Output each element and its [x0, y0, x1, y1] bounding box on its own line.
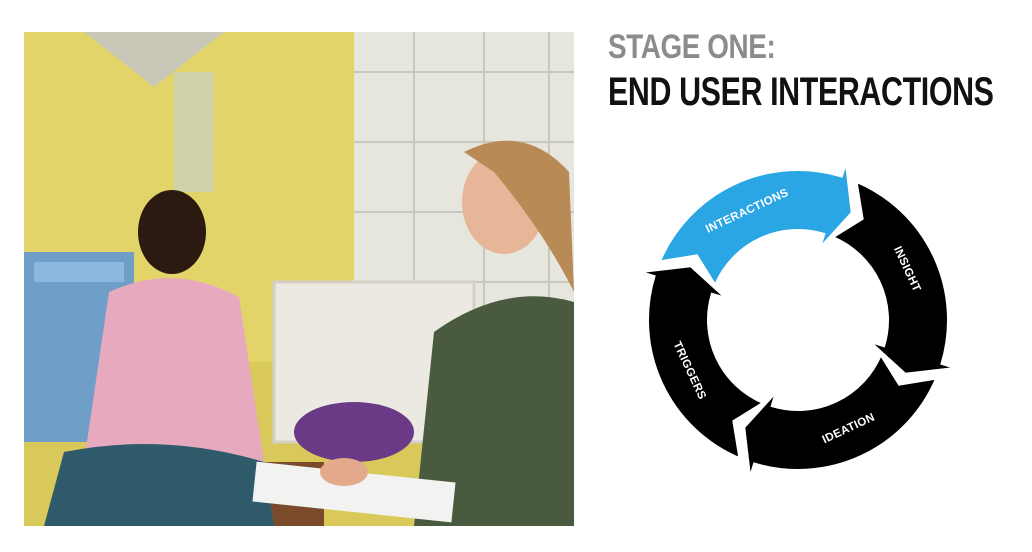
cycle-segment-ideation — [743, 352, 938, 478]
photo-interview — [24, 32, 574, 526]
cycle-segment-insight — [830, 180, 956, 375]
cycle-segment-triggers — [640, 265, 766, 460]
stage-title: END USER INTERACTIONS — [608, 70, 994, 114]
heading: STAGE ONE: END USER INTERACTIONS — [608, 30, 1028, 112]
stage-label: STAGE ONE: — [608, 28, 776, 66]
photo-image — [24, 32, 574, 526]
cycle-diagram: INTERACTIONS INSIGHT IDEATION TRIGGERS — [628, 150, 968, 490]
cycle-segment-interactions — [658, 162, 853, 288]
